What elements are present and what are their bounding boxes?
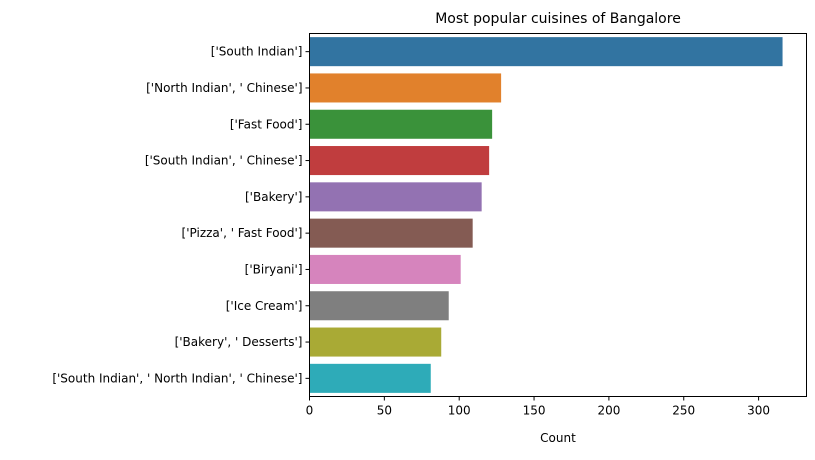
bars-group [309,37,783,393]
x-tick-label: 200 [597,404,620,418]
bar [309,146,490,176]
x-tick-label: 300 [747,404,770,418]
bar [309,182,482,212]
plot-frame [309,33,807,397]
y-tick-label: ['Biryani'] [245,262,303,276]
y-axis: ['South Indian'] ['North Indian', ' Chine… [52,45,310,385]
bar [309,73,502,103]
x-tick-label: 250 [672,404,695,418]
y-tick-label: ['South Indian'] [211,45,303,59]
bar [309,218,473,248]
y-tick-label: ['Bakery'] [245,190,303,204]
x-tick-label: 0 [306,404,314,418]
bar [309,327,442,357]
y-tick-label: ['South Indian', ' North Indian', ' Chin… [52,371,302,385]
x-axis-label: Count [540,431,576,445]
bar [309,254,461,284]
x-tick-label: 50 [377,404,392,418]
x-tick-label: 100 [448,404,471,418]
y-tick-label: ['South Indian', ' Chinese'] [145,154,303,168]
x-tick-label: 150 [523,404,546,418]
y-tick-label: ['Ice Cream'] [226,299,303,313]
y-tick-label: ['Fast Food'] [230,117,303,131]
chart-title: Most popular cuisines of Bangalore [435,11,681,27]
y-tick-label: ['Bakery', ' Desserts'] [175,335,303,349]
bar [309,37,783,67]
bar [309,363,431,393]
bar [309,291,449,321]
bar [309,109,493,139]
y-tick-label: ['Pizza', ' Fast Food'] [182,226,303,240]
y-tick-label: ['North Indian', ' Chinese'] [146,81,302,95]
x-axis: 0 50 100 150 200 250 300 [306,396,770,418]
